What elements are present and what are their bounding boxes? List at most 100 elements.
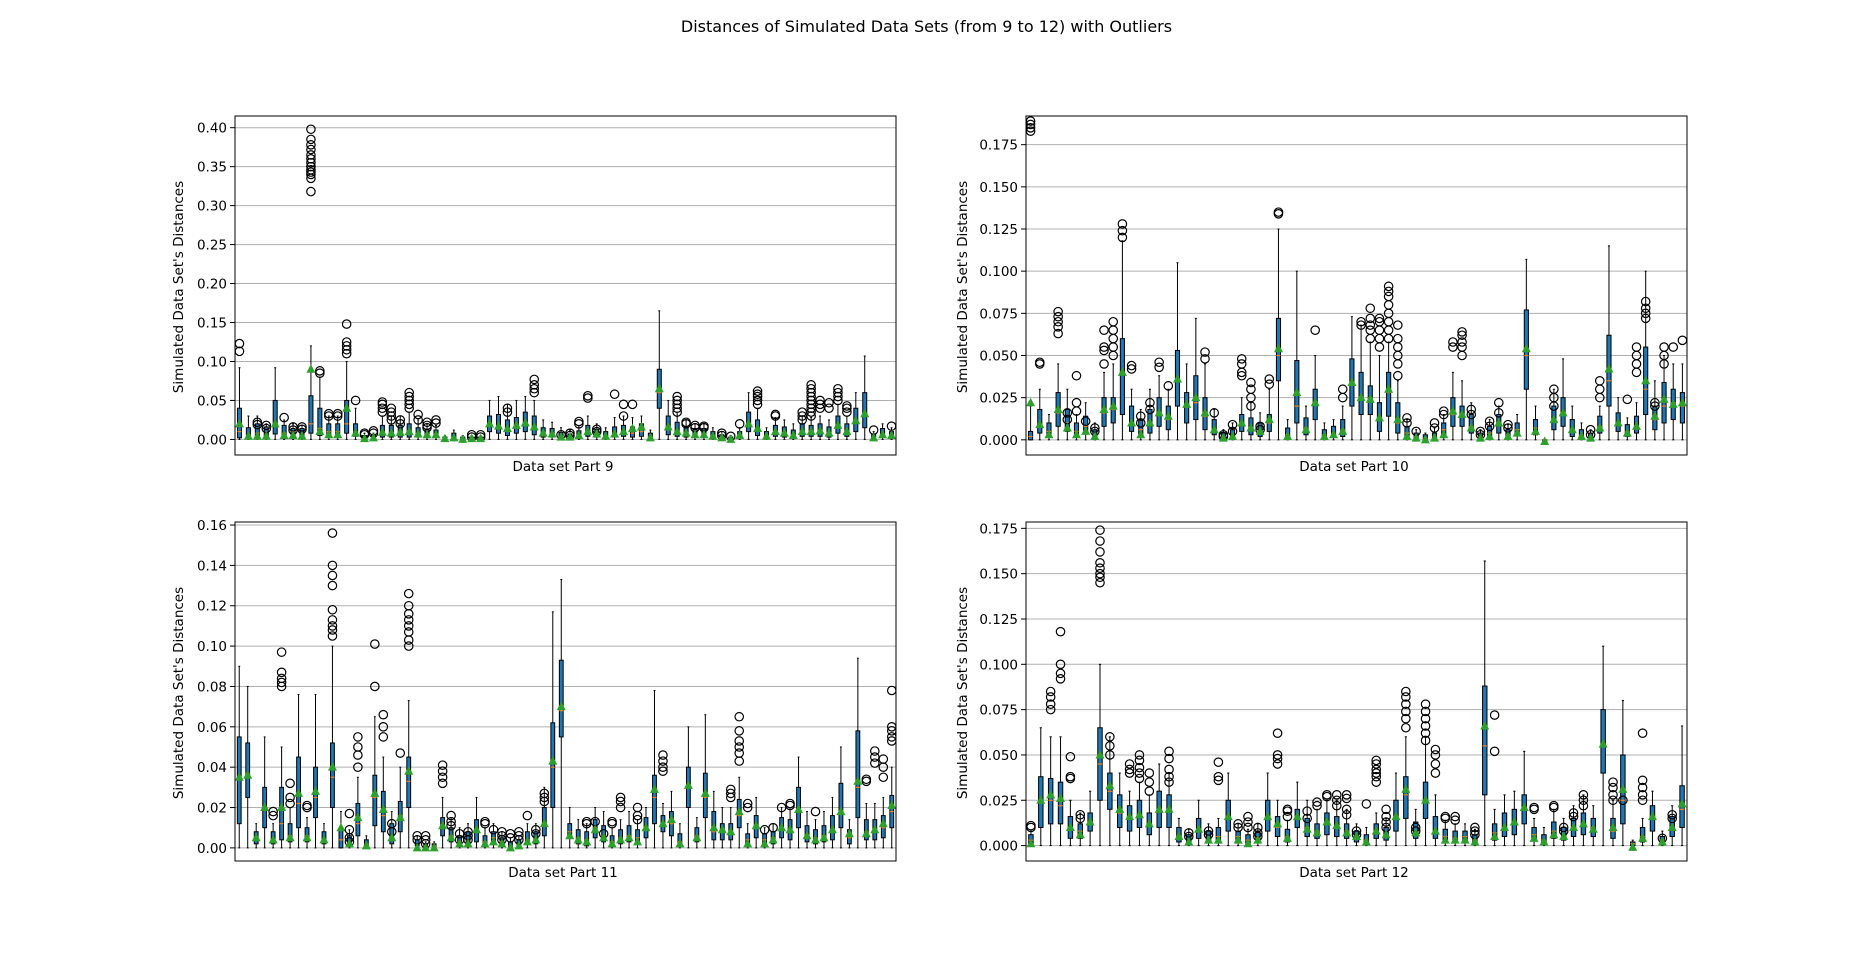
outlier-point	[742, 798, 753, 809]
outlier-point	[1420, 728, 1431, 738]
box-50	[1475, 426, 1486, 442]
mean-marker	[1292, 811, 1302, 821]
outlier-point	[446, 810, 456, 821]
outlier-point	[341, 319, 352, 329]
outlier-point	[1493, 408, 1504, 418]
mean-marker	[1558, 407, 1568, 417]
mean-marker	[1347, 377, 1357, 386]
mean-marker	[511, 420, 521, 429]
outlier-point	[1310, 325, 1320, 335]
outlier-point	[1124, 759, 1135, 769]
outlier-point	[403, 588, 414, 599]
outlier-point	[1549, 800, 1559, 811]
box-11	[1117, 219, 1128, 441]
y-tick-label: 0.075	[979, 703, 1018, 719]
mean-marker	[1549, 414, 1559, 424]
mean-marker	[708, 431, 718, 440]
mean-marker	[574, 430, 584, 440]
mean-marker	[681, 428, 691, 437]
outlier-point	[1253, 822, 1263, 833]
box-64	[1647, 790, 1657, 847]
mean-marker	[709, 822, 719, 832]
y-tick-label: 0.050	[979, 748, 1018, 764]
outlier-point	[1055, 626, 1066, 637]
mean-marker	[1393, 414, 1403, 424]
box-22	[1218, 429, 1229, 442]
box-14	[1145, 388, 1155, 441]
mean-marker	[1352, 831, 1361, 841]
outlier-point	[529, 374, 540, 385]
outlier-point	[672, 407, 682, 417]
outlier-point	[583, 390, 593, 401]
mean-marker	[547, 428, 557, 438]
y-tick-label: 0.10	[197, 639, 227, 655]
y-tick-label: 0.40	[197, 121, 227, 137]
box-56	[1568, 805, 1579, 847]
outlier-point	[1578, 795, 1589, 806]
outlier-point	[1302, 813, 1312, 824]
outlier-point	[531, 824, 541, 835]
box-4	[1055, 626, 1066, 847]
box-9	[1099, 325, 1109, 441]
outlier-point	[1154, 362, 1164, 373]
outlier-point	[1457, 330, 1467, 341]
y-tick-label: 0.00	[197, 841, 227, 857]
mean-marker	[860, 408, 870, 418]
outlier-point	[725, 788, 736, 799]
box-62	[779, 419, 789, 440]
mean-marker	[1371, 826, 1381, 835]
mean-marker	[1641, 375, 1651, 385]
mean-marker	[1209, 424, 1219, 434]
mean-marker	[1659, 394, 1669, 403]
outlier-point	[1105, 750, 1115, 760]
box-13	[341, 319, 352, 440]
mean-marker	[1154, 407, 1164, 417]
box-4	[260, 736, 270, 849]
box-24	[429, 841, 439, 852]
mean-marker	[1578, 818, 1588, 828]
outlier-point	[618, 411, 629, 421]
outlier-point	[1568, 808, 1579, 818]
outlier-point	[1236, 354, 1247, 364]
mean-marker	[1503, 431, 1513, 440]
mean-marker	[861, 828, 871, 838]
outlier-point	[1095, 577, 1105, 588]
outlier-point	[268, 810, 278, 821]
outlier-point	[870, 758, 880, 768]
box-8	[294, 694, 304, 849]
box-60	[1608, 777, 1618, 847]
box-71	[827, 796, 837, 849]
outlier-point	[1371, 768, 1382, 778]
outlier-point	[770, 409, 781, 420]
box-46	[636, 415, 646, 440]
mean-marker	[683, 780, 693, 789]
iqr-box	[287, 823, 293, 843]
mean-marker	[1319, 431, 1329, 440]
box-52	[666, 790, 676, 849]
outlier-point	[306, 134, 316, 145]
outlier-point	[734, 726, 745, 736]
outlier-point	[607, 816, 617, 827]
box-25	[437, 760, 448, 849]
outlier-point	[327, 528, 338, 538]
box-49	[641, 807, 651, 849]
mean-marker	[1273, 818, 1283, 828]
outlier-point	[842, 403, 852, 414]
mean-marker	[675, 838, 685, 848]
outlier-point	[1126, 360, 1137, 371]
mean-marker	[1470, 836, 1480, 846]
mean-marker	[279, 430, 289, 440]
mean-marker	[1144, 818, 1154, 828]
outlier-point	[1233, 819, 1243, 829]
mean-marker	[851, 415, 861, 425]
outlier-point	[529, 380, 540, 390]
box-65	[1657, 830, 1668, 847]
mean-marker	[1480, 720, 1490, 730]
box-58	[1588, 805, 1598, 847]
box-61	[1576, 422, 1586, 441]
y-tick-label: 0.100	[979, 264, 1018, 280]
outlier-point	[658, 766, 668, 777]
outlier-point	[1145, 404, 1155, 415]
box-17	[370, 639, 380, 849]
box-46	[1438, 406, 1449, 441]
